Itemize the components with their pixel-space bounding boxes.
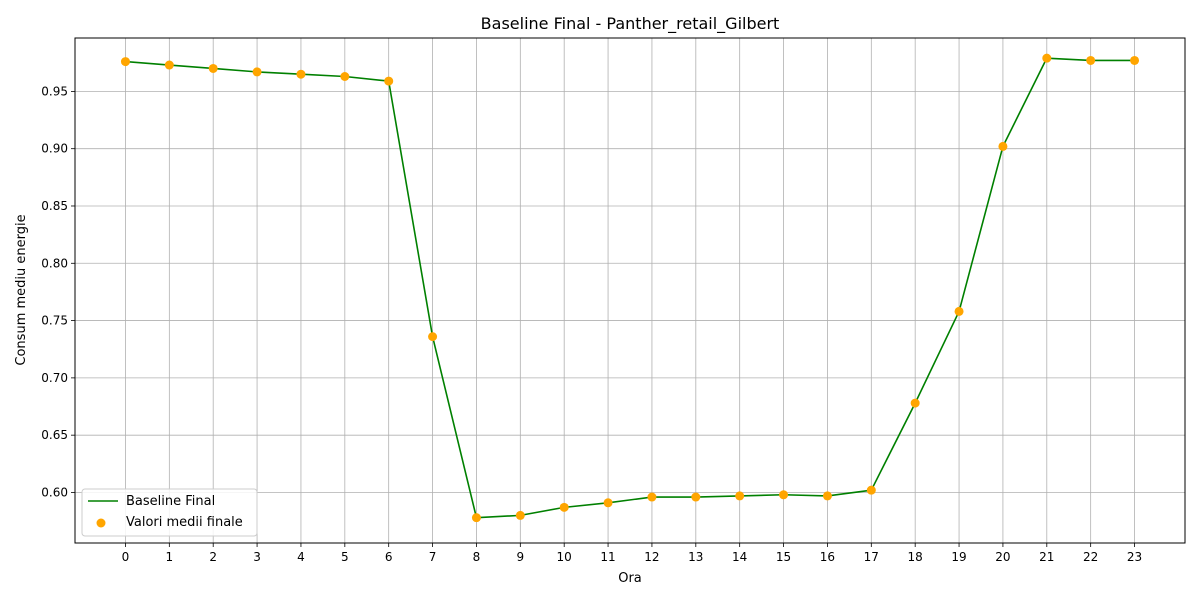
data-point: [296, 69, 306, 79]
legend-swatch-scatter: [96, 518, 106, 528]
data-point: [779, 490, 789, 500]
data-point: [691, 492, 701, 502]
legend: Baseline Final Valori medii finale: [81, 488, 258, 537]
grid: [75, 38, 1185, 543]
x-tick-label: 19: [951, 550, 966, 564]
data-point: [735, 491, 745, 501]
legend-label-scatter: Valori medii finale: [126, 515, 243, 530]
data-point: [208, 63, 218, 73]
x-axis-title: Ora: [618, 571, 642, 586]
data-point: [1086, 55, 1096, 65]
x-tick-label: 4: [297, 550, 305, 564]
data-point: [559, 502, 569, 512]
legend-label-line: Baseline Final: [126, 494, 215, 509]
x-tick-label: 12: [644, 550, 659, 564]
x-tick-label: 0: [122, 550, 130, 564]
data-point: [1130, 55, 1140, 65]
x-tick-label: 5: [341, 550, 349, 564]
y-axis-title: Consum mediu energie: [14, 214, 29, 365]
data-point: [120, 57, 130, 67]
axis-ticks: 0 1 2 3 4 5 6 7 8 9 10 11 12 13 14 15 16 17 18 19 20 21 22 230.…: [41, 84, 1142, 564]
data-point: [866, 485, 876, 495]
data-point: [910, 398, 920, 408]
y-tick-label: 0.60: [41, 485, 68, 499]
y-tick-label: 0.65: [41, 428, 68, 442]
x-tick-label: 7: [429, 550, 437, 564]
y-tick-label: 0.80: [41, 256, 68, 270]
y-tick-label: 0.95: [41, 84, 68, 98]
plot-data: [120, 53, 1140, 523]
data-point: [340, 72, 350, 82]
x-tick-label: 11: [600, 550, 615, 564]
data-point: [603, 498, 613, 508]
data-point: [252, 67, 262, 77]
y-tick-label: 0.75: [41, 314, 68, 328]
x-tick-label: 15: [776, 550, 791, 564]
x-tick-label: 1: [166, 550, 174, 564]
plot-area-frame: [74, 37, 1186, 544]
legend-box: [81, 488, 258, 537]
data-point: [647, 492, 657, 502]
data-point: [384, 76, 394, 86]
x-tick-label: 6: [385, 550, 393, 564]
data-point: [428, 332, 438, 342]
x-tick-label: 9: [516, 550, 524, 564]
data-point: [822, 491, 832, 501]
x-tick-label: 14: [732, 550, 747, 564]
x-tick-label: 21: [1039, 550, 1054, 564]
data-point: [164, 60, 174, 70]
x-tick-label: 17: [864, 550, 879, 564]
x-tick-label: 16: [820, 550, 835, 564]
y-tick-label: 0.90: [41, 142, 68, 156]
x-tick-label: 8: [473, 550, 481, 564]
data-point: [515, 510, 525, 520]
x-tick-label: 22: [1083, 550, 1098, 564]
x-tick-label: 13: [688, 550, 703, 564]
y-tick-label: 0.70: [41, 371, 68, 385]
x-tick-label: 18: [908, 550, 923, 564]
data-point: [998, 141, 1008, 151]
x-tick-label: 20: [995, 550, 1010, 564]
chart-title: Baseline Final - Panther_retail_Gilbert: [481, 14, 780, 34]
y-tick-label: 0.85: [41, 199, 68, 213]
data-point: [954, 306, 964, 316]
series-line-baseline-final: [125, 57, 1135, 519]
x-tick-label: 2: [209, 550, 217, 564]
data-point: [471, 513, 481, 523]
x-tick-label: 3: [253, 550, 261, 564]
x-tick-label: 23: [1127, 550, 1142, 564]
x-tick-label: 10: [557, 550, 572, 564]
data-point: [1042, 53, 1052, 63]
